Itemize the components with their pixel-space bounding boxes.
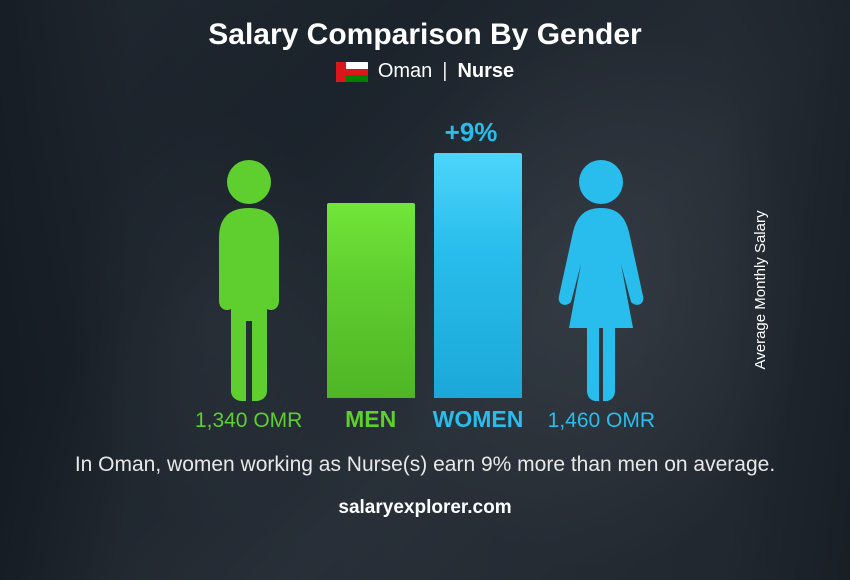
y-axis-label: Average Monthly Salary <box>752 211 769 370</box>
men-salary-label: 1,340 OMR <box>195 409 302 433</box>
men-bar-label: MEN <box>345 406 396 433</box>
woman-icon <box>541 156 661 401</box>
men-figure: 1,340 OMR <box>189 156 309 433</box>
subtitle-row: Oman | Nurse <box>336 60 514 83</box>
subtitle-separator: | <box>442 60 447 83</box>
women-bar-label: WOMEN <box>433 406 524 433</box>
men-bar <box>327 203 415 398</box>
bar-chart: +9% MEN WOMEN <box>327 153 524 433</box>
page-title: Salary Comparison By Gender <box>208 18 641 52</box>
oman-flag-icon <box>336 62 368 82</box>
summary-text: In Oman, women working as Nurse(s) earn … <box>75 451 775 479</box>
pct-diff-label: +9% <box>445 117 498 148</box>
source-label: salaryexplorer.com <box>338 497 511 519</box>
women-bar-group: WOMEN <box>433 153 524 433</box>
infographic-content: Salary Comparison By Gender Oman | Nurse… <box>0 0 850 580</box>
chart-area: 1,340 OMR +9% MEN WOMEN 1,460 OMR <box>75 113 775 433</box>
job-label: Nurse <box>457 60 514 83</box>
men-bar-group: MEN <box>327 203 415 433</box>
women-salary-label: 1,460 OMR <box>548 409 655 433</box>
women-figure: 1,460 OMR <box>541 156 661 433</box>
man-icon <box>189 156 309 401</box>
country-label: Oman <box>378 60 432 83</box>
women-bar <box>434 153 522 398</box>
